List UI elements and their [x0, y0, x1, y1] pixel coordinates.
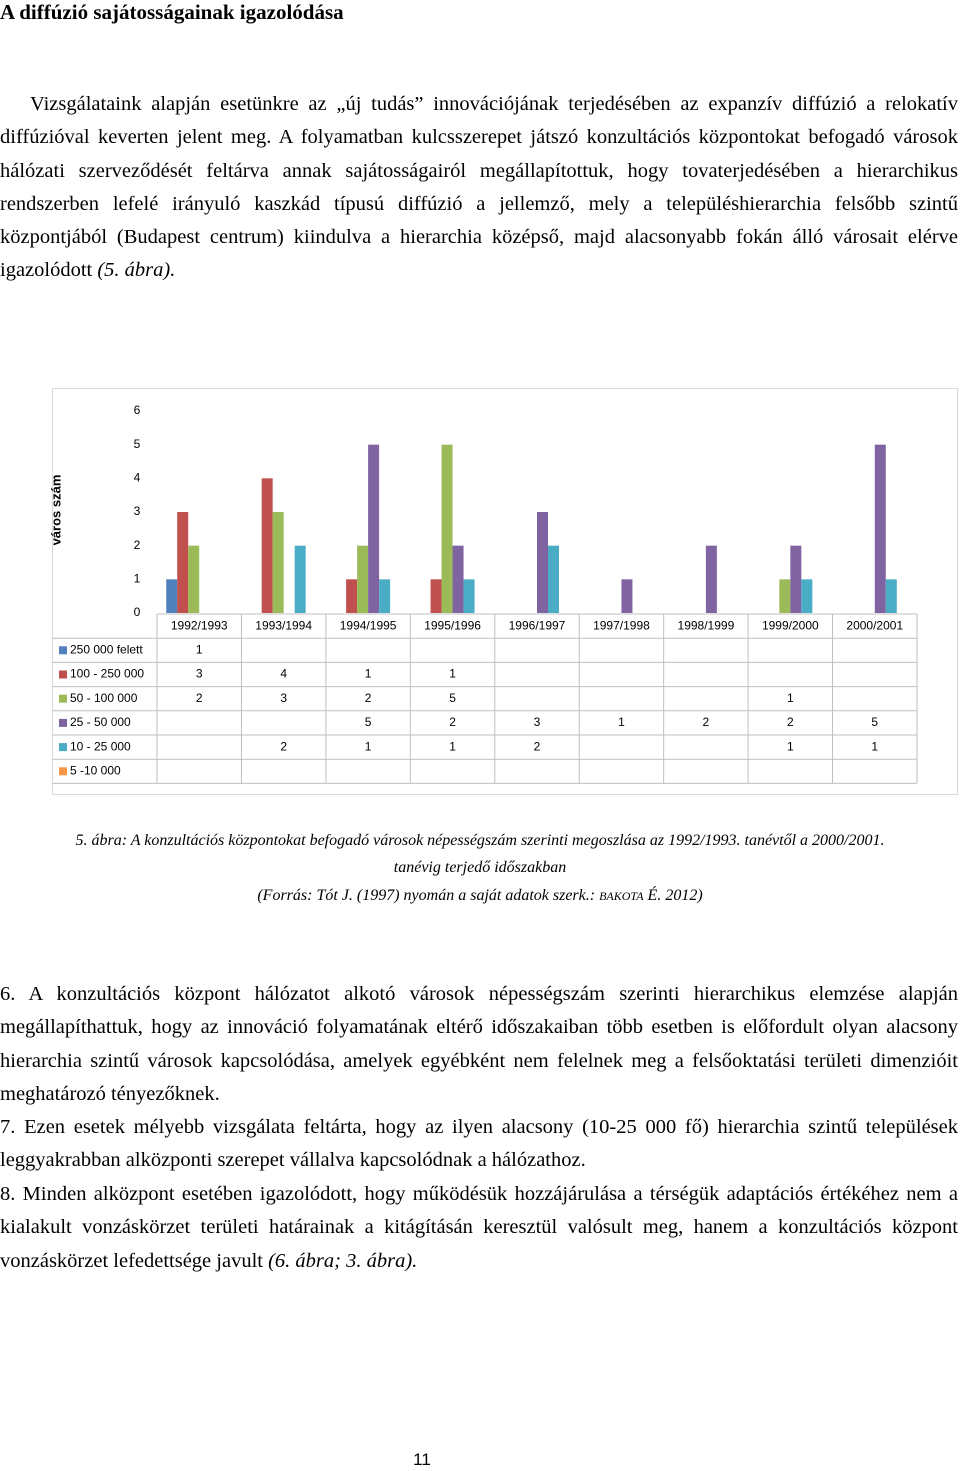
paragraph-text: Vizsgálataink alapján esetünkre az „új t… [0, 93, 958, 282]
table-value: 1 [365, 739, 372, 753]
table-value: 5 [449, 691, 456, 705]
bar [368, 444, 380, 613]
bar [294, 545, 306, 613]
chart-frame [52, 388, 958, 795]
table-value: 2 [703, 715, 710, 729]
bar [548, 545, 559, 613]
paragraph: Vizsgálataink alapján esetünkre az „új t… [0, 88, 958, 288]
caption-line: tanévig terjedő időszakban [393, 859, 567, 876]
page-number: 11 [413, 1450, 431, 1469]
bar [166, 579, 178, 613]
table-value: 2 [534, 739, 541, 753]
bar [790, 545, 802, 613]
legend-label: 250 000 felett [70, 642, 143, 656]
table-value: 5 [365, 715, 372, 729]
x-tick-label: 1997/1998 [593, 618, 650, 632]
table-value: 2 [449, 715, 456, 729]
y-tick-label: 0 [134, 605, 141, 619]
table-value: 1 [449, 667, 456, 681]
paragraph: 8. Minden alközpont esetében igazolódott… [0, 1178, 958, 1278]
table-value: 1 [196, 642, 203, 656]
table-value: 3 [280, 691, 287, 705]
table-value: 3 [196, 667, 203, 681]
bar [357, 545, 369, 613]
legend-key [59, 743, 67, 752]
bar [177, 512, 189, 613]
table-value: 1 [787, 691, 794, 705]
heading: A diffúzió sajátosságainak igazolódása [0, 0, 344, 24]
x-tick-label: 1995/1996 [424, 618, 481, 632]
table-value: 1 [618, 715, 625, 729]
bar [779, 579, 791, 613]
table-value: 5 [871, 715, 878, 729]
caption-text: (Forrás: Tót J. (1997) nyomán a saját ad… [257, 887, 596, 904]
y-tick-label: 6 [134, 403, 141, 417]
table-value: 4 [280, 667, 287, 681]
bar [463, 579, 475, 613]
bar [188, 545, 200, 613]
bar [272, 512, 284, 613]
bar [379, 579, 391, 613]
caption-line: 5. ábra: A konzultációs központokat befo… [75, 832, 885, 849]
bar [261, 478, 273, 613]
bar [537, 512, 548, 613]
table-value: 1 [871, 739, 878, 753]
legend-key [59, 670, 67, 679]
table-value: 2 [196, 691, 203, 705]
legend-key [59, 767, 67, 776]
x-tick-label: 1994/1995 [340, 618, 397, 632]
x-tick-label: 1996/1997 [509, 618, 566, 632]
legend-label: 100 - 250 000 [70, 667, 144, 681]
bar [441, 444, 453, 613]
caption-author: BAKOTA [599, 889, 644, 903]
bar [430, 579, 442, 613]
bar [874, 444, 886, 613]
bar [801, 579, 813, 613]
y-tick-label: 5 [134, 437, 141, 451]
table-value: 1 [787, 739, 794, 753]
x-tick-label: 2000/2001 [846, 618, 903, 632]
x-tick-label: 1992/1993 [171, 618, 228, 632]
bar [621, 579, 633, 613]
figure-ref: (6. ábra; 3. ábra). [268, 1249, 418, 1272]
bar [885, 579, 897, 613]
y-tick-label: 2 [134, 538, 141, 552]
table-value: 1 [365, 667, 372, 681]
figure-ref: (5. ábra). [97, 259, 176, 282]
x-tick-label: 1993/1994 [255, 618, 312, 632]
legend-label: 50 - 100 000 [70, 691, 138, 705]
bar [346, 579, 358, 613]
caption-line: (Forrás: Tót J. (1997) nyomán a saját ad… [0, 887, 960, 905]
bar [452, 545, 464, 613]
table-value: 2 [280, 739, 287, 753]
y-tick-label: 1 [134, 572, 141, 586]
legend-label: 5 -10 000 [70, 763, 121, 777]
table-value: 3 [534, 715, 541, 729]
legend-key [59, 694, 67, 703]
legend-label: 25 - 50 000 [70, 715, 131, 729]
table-value: 1 [449, 739, 456, 753]
caption-text: É. 2012) [647, 887, 703, 904]
paragraph: 7. Ezen esetek mélyebb vizsgálata feltár… [0, 1116, 958, 1172]
x-tick-label: 1998/1999 [678, 618, 735, 632]
legend-key [59, 646, 67, 655]
chart: város szám 0 1 2 3 4 5 6 1992/1993 1993/1994 1994… [48, 388, 958, 795]
legend-label: 10 - 25 000 [70, 739, 131, 753]
paragraph-text: 8. Minden alközpont esetében igazolódott… [0, 1183, 958, 1272]
table-value: 2 [787, 715, 794, 729]
table-value: 2 [365, 691, 372, 705]
bar [705, 545, 717, 613]
y-tick-label: 3 [134, 504, 141, 518]
y-tick-label: 4 [134, 471, 141, 485]
paragraph: 6. A konzultációs központ hálózatot alko… [0, 983, 958, 1105]
legend-key [59, 718, 67, 727]
y-axis-label: város szám [48, 475, 63, 546]
x-tick-label: 1999/2000 [762, 618, 819, 632]
